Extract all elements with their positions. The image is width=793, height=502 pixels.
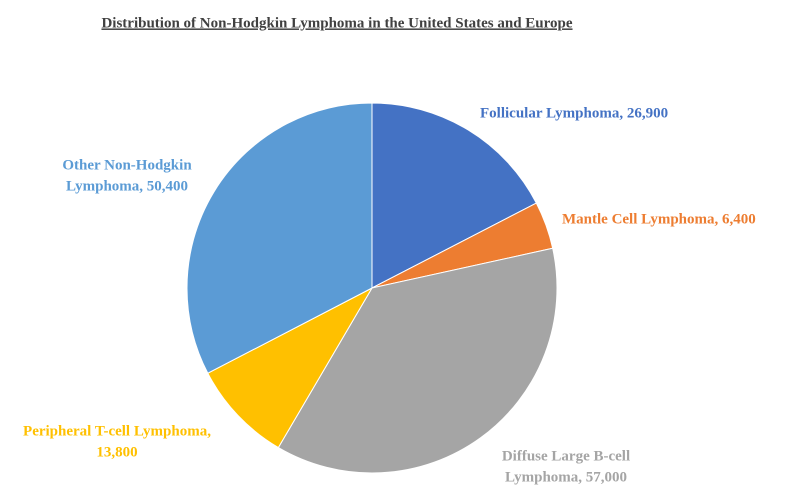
pie-slice — [371, 102, 538, 289]
pie-slice — [277, 247, 558, 474]
slice-label: Lymphoma, 57,000 — [505, 469, 627, 485]
pie-slice — [186, 102, 373, 374]
slice-label: Peripheral T-cell Lymphoma, — [23, 423, 211, 439]
slice-label: Other Non-Hodgkin — [62, 157, 192, 173]
slice-label: Lymphoma, 50,400 — [66, 178, 188, 194]
slice-label: Follicular Lymphoma, 26,900 — [480, 105, 668, 121]
slice-label: Diffuse Large B-cell — [502, 448, 630, 464]
chart-title: Distribution of Non-Hodgkin Lymphoma in … — [101, 15, 572, 31]
pie-slice — [207, 286, 374, 449]
slice-label: 13,800 — [96, 444, 137, 460]
slice-label: Mantle Cell Lymphoma, 6,400 — [562, 211, 756, 227]
